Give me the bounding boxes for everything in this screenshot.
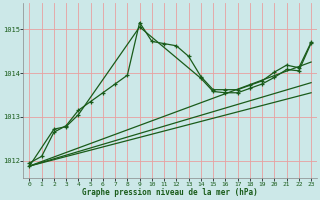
X-axis label: Graphe pression niveau de la mer (hPa): Graphe pression niveau de la mer (hPa) xyxy=(82,188,258,197)
